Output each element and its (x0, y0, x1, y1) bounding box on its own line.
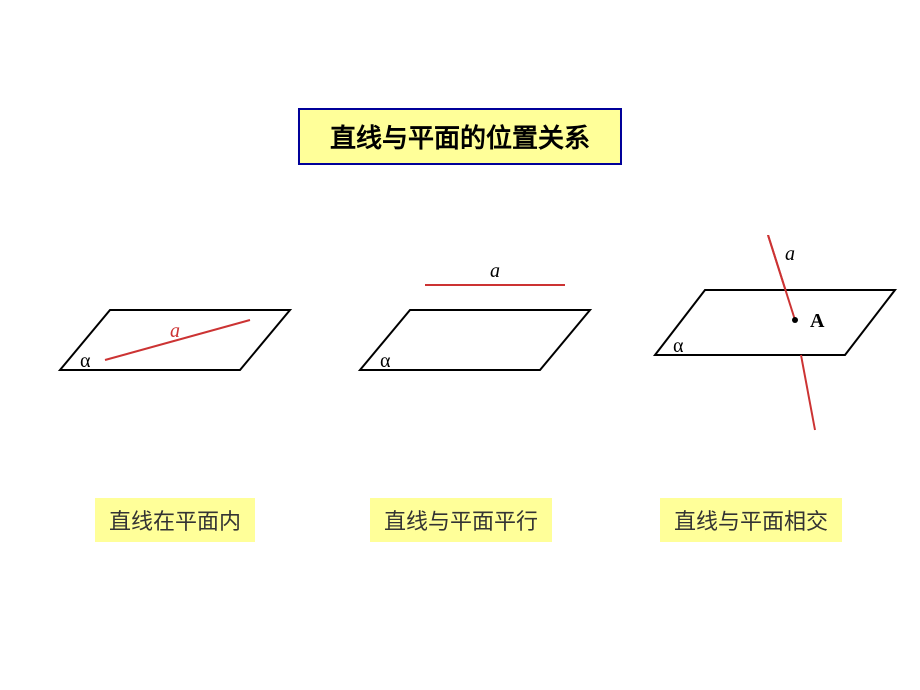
plane-shape (655, 290, 895, 355)
page-title: 直线与平面的位置关系 (298, 108, 622, 165)
diagram-line-in-plane: a α (30, 265, 310, 415)
point-a (792, 317, 798, 323)
diagrams-row: a α a α a A α (0, 225, 920, 445)
diagram-line-intersect-plane: a A α (625, 235, 915, 445)
label-a: a (170, 320, 180, 343)
label-big-a: A (810, 310, 824, 333)
caption-line-parallel: 直线与平面平行 (370, 498, 552, 542)
diagram2-svg (330, 250, 610, 400)
label-alpha: α (80, 350, 90, 373)
label-alpha: α (380, 350, 390, 373)
label-alpha: α (673, 335, 683, 358)
caption-line-intersect: 直线与平面相交 (660, 498, 842, 542)
label-a: a (490, 260, 500, 283)
line-a-bottom (801, 355, 815, 430)
plane-shape (360, 310, 590, 370)
diagram3-svg (625, 235, 915, 445)
caption-line-in-plane: 直线在平面内 (95, 498, 255, 542)
diagram-line-parallel-plane: a α (330, 250, 610, 400)
label-a: a (785, 243, 795, 266)
